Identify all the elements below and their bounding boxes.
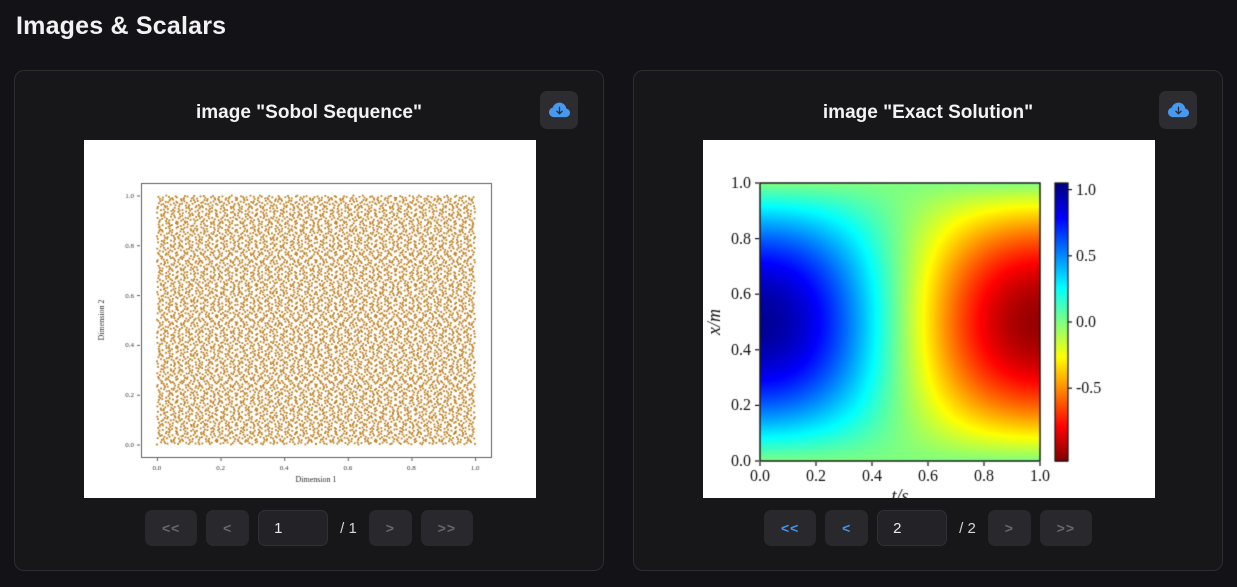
plot-image-sobol: [84, 140, 536, 498]
pagination: << < / 1 > >>: [15, 510, 603, 546]
download-button[interactable]: [1159, 91, 1197, 129]
page-title: Images & Scalars: [16, 12, 227, 40]
prev-page-button[interactable]: <: [825, 510, 869, 546]
cloud-download-icon: [1167, 100, 1189, 121]
cloud-download-icon: [548, 100, 570, 121]
page-input[interactable]: [258, 510, 329, 546]
sobol-scatter-canvas: [84, 140, 536, 498]
card-exact-solution: image "Exact Solution" << < / 2 > >>: [633, 70, 1223, 571]
card-title: image "Sobol Sequence": [195, 102, 422, 123]
exact-solution-heatmap-canvas: [703, 140, 1155, 498]
prev-page-button[interactable]: <: [206, 510, 250, 546]
card-sobol-sequence: image "Sobol Sequence" << < / 1 > >>: [14, 70, 604, 571]
first-page-button[interactable]: <<: [764, 510, 817, 546]
last-page-button[interactable]: >>: [420, 510, 473, 546]
next-page-button[interactable]: >: [987, 510, 1031, 546]
download-button[interactable]: [540, 91, 578, 129]
page-total: / 2: [959, 519, 976, 537]
card-title: image "Exact Solution": [822, 102, 1034, 123]
last-page-button[interactable]: >>: [1039, 510, 1092, 546]
plot-image-exact-solution: [703, 140, 1155, 498]
page-total: / 1: [340, 519, 357, 537]
first-page-button[interactable]: <<: [145, 510, 198, 546]
next-page-button[interactable]: >: [368, 510, 412, 546]
pagination: << < / 2 > >>: [634, 510, 1222, 546]
page-input[interactable]: [877, 510, 948, 546]
